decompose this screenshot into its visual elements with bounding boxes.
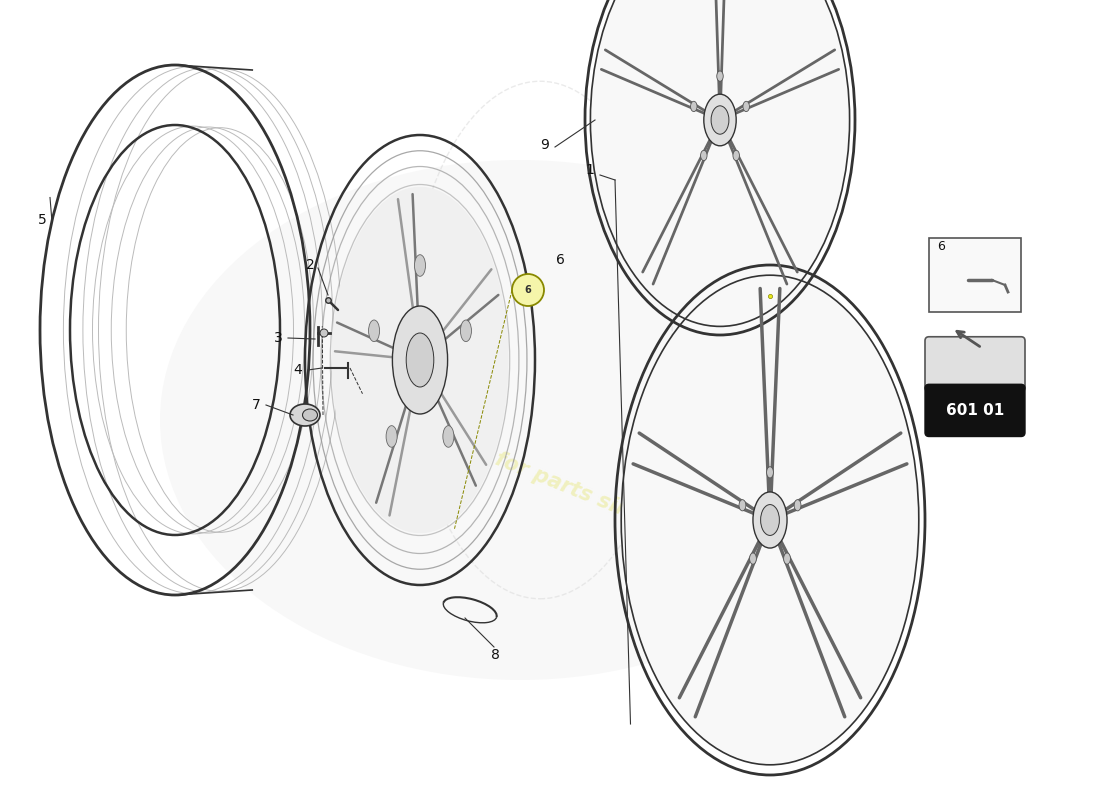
Ellipse shape: [621, 277, 918, 763]
Ellipse shape: [320, 329, 328, 337]
Ellipse shape: [783, 553, 791, 564]
FancyBboxPatch shape: [925, 384, 1025, 437]
Text: 6: 6: [525, 285, 531, 295]
Ellipse shape: [406, 333, 433, 387]
FancyBboxPatch shape: [930, 238, 1021, 313]
Circle shape: [512, 274, 544, 306]
Ellipse shape: [393, 306, 448, 414]
Ellipse shape: [415, 254, 426, 276]
Ellipse shape: [443, 426, 454, 447]
Ellipse shape: [742, 102, 749, 112]
Text: 8: 8: [491, 648, 499, 662]
Text: 5: 5: [37, 213, 46, 227]
Text: 2: 2: [306, 258, 315, 272]
Ellipse shape: [711, 106, 729, 134]
Ellipse shape: [749, 553, 757, 564]
Text: 6: 6: [937, 239, 945, 253]
Ellipse shape: [591, 0, 849, 326]
Ellipse shape: [794, 500, 801, 511]
Ellipse shape: [733, 150, 739, 161]
FancyBboxPatch shape: [925, 337, 1025, 391]
Ellipse shape: [717, 71, 723, 82]
Text: 7: 7: [252, 398, 261, 412]
Ellipse shape: [302, 409, 318, 421]
Ellipse shape: [461, 320, 472, 342]
Ellipse shape: [760, 505, 780, 535]
Text: 3: 3: [274, 331, 283, 345]
Ellipse shape: [386, 426, 397, 447]
Text: 9: 9: [540, 138, 549, 152]
Ellipse shape: [704, 94, 736, 146]
Ellipse shape: [701, 150, 707, 161]
Text: 1: 1: [585, 163, 594, 177]
Ellipse shape: [752, 492, 786, 548]
Text: 601 01: 601 01: [946, 403, 1004, 418]
Text: a passion for parts since 1985: a passion for parts since 1985: [382, 404, 718, 556]
Ellipse shape: [160, 160, 880, 680]
Text: 6: 6: [556, 253, 564, 267]
Ellipse shape: [691, 102, 697, 112]
Ellipse shape: [368, 320, 379, 342]
Ellipse shape: [739, 500, 746, 511]
Ellipse shape: [290, 404, 320, 426]
Ellipse shape: [767, 466, 773, 478]
Text: 4: 4: [294, 363, 302, 377]
Ellipse shape: [331, 186, 508, 534]
